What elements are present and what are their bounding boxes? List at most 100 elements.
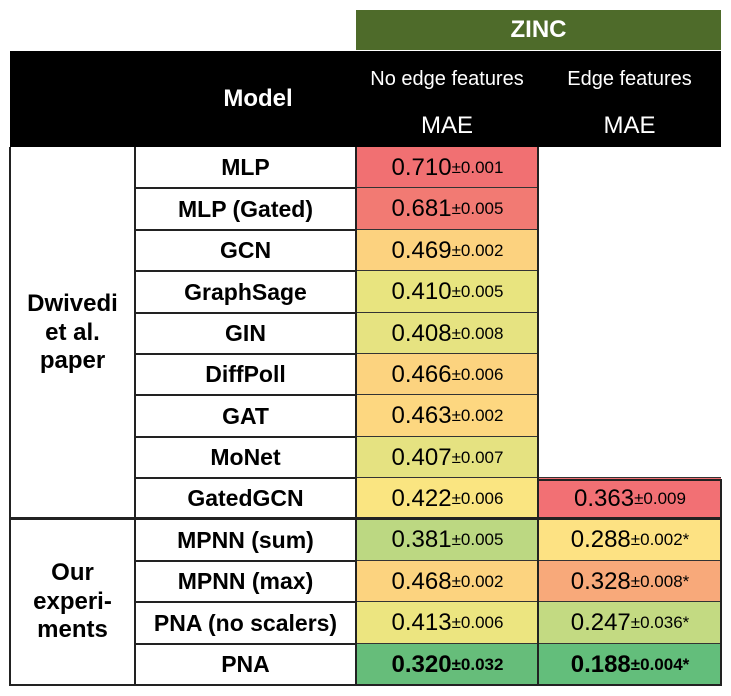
no-edge-features-header: No edge features	[370, 67, 524, 90]
dataset-header: ZINC	[356, 10, 721, 50]
no-edge-mae-cell: 0.410 ±0.005	[357, 271, 538, 313]
cell-divider	[357, 353, 538, 354]
group-label-dwivedi: Dwivedi et al. paper	[10, 147, 135, 519]
cell-divider	[357, 229, 538, 230]
mae-std: ±0.008*	[630, 571, 690, 591]
row-divider	[135, 270, 538, 272]
mae-std: ±0.005	[451, 282, 504, 301]
model-name: GCN	[219, 237, 272, 263]
cell-divider	[539, 643, 721, 644]
row-divider	[135, 643, 538, 645]
no-edge-mae-cell: 0.468 ±0.002	[357, 561, 538, 602]
mae-value: 0.320	[391, 650, 452, 678]
mae-std: ±0.002	[451, 406, 504, 425]
mae-value: 0.422	[391, 484, 452, 512]
model-name-cell: GatedGCN	[136, 478, 355, 519]
mae-value: 0.381	[391, 526, 452, 553]
mae-value: 0.469	[391, 236, 452, 264]
no-edge-mae-cell: 0.466 ±0.006	[357, 354, 538, 395]
row-divider	[135, 477, 538, 479]
mae-std: ±0.006	[451, 613, 504, 632]
model-name-cell: PNA	[136, 644, 355, 685]
model-name-cell: MLP	[136, 147, 355, 188]
edge-mae-cell	[539, 147, 721, 188]
model-name: MPNN (sum)	[177, 526, 314, 553]
model-name-cell: GCN	[136, 230, 355, 271]
mae-value: 0.363	[574, 484, 635, 512]
edge-column-top-border	[538, 479, 722, 481]
mae-value: 0.407	[391, 443, 452, 471]
edge-mae-cell: 0.288 ±0.002*	[539, 519, 721, 561]
no-edge-mae-cell: 0.422 ±0.006	[357, 478, 538, 519]
no-edge-mae-cell: 0.469 ±0.002	[357, 230, 538, 271]
cell-divider	[357, 477, 538, 478]
mae-std: ±0.036*	[630, 613, 690, 632]
no-edge-mae-cell: 0.463 ±0.002	[357, 395, 538, 437]
cell-divider	[357, 560, 538, 561]
model-name-cell: PNA (no scalers)	[136, 602, 355, 644]
value-divider	[537, 147, 539, 685]
mae-std: ±0.032	[451, 654, 504, 674]
mae-std: ±0.009	[634, 488, 686, 508]
mae-value: 0.328	[570, 567, 631, 595]
row-divider	[135, 312, 538, 314]
model-name: GraphSage	[184, 278, 307, 305]
mae-std: ±0.006	[451, 488, 504, 508]
mae-value: 0.408	[391, 319, 452, 347]
no-edge-mae-cell: 0.408 ±0.008	[357, 313, 538, 354]
mae-value: 0.247	[570, 609, 631, 636]
edge-mae-cell: 0.188 ±0.004*	[539, 644, 721, 685]
row-divider	[135, 394, 538, 396]
model-name-cell: GraphSage	[136, 271, 355, 313]
mae-value: 0.681	[391, 195, 452, 222]
no-edge-mae-cell: 0.710 ±0.001	[357, 147, 538, 188]
edge-mae-cell	[539, 230, 721, 271]
mae-std: ±0.002*	[630, 530, 690, 549]
model-name-cell: GAT	[136, 395, 355, 437]
model-name: GIN	[225, 320, 266, 346]
edge-mae-cell: 0.247 ±0.036*	[539, 602, 721, 644]
model-name-cell: GIN	[136, 313, 355, 354]
model-name: MPNN (max)	[177, 568, 314, 594]
model-name: MoNet	[210, 444, 281, 470]
mae-std: ±0.005	[451, 530, 504, 549]
cell-divider	[357, 601, 538, 602]
cell-divider	[539, 601, 721, 602]
model-name-cell: MPNN (max)	[136, 561, 355, 602]
model-name: DiffPoll	[205, 361, 286, 387]
mae-std: ±0.001	[451, 157, 504, 177]
model-name: GatedGCN	[187, 485, 304, 511]
model-name: MLP	[221, 154, 270, 180]
cell-divider	[357, 312, 538, 313]
mae-header-no-edge: MAE	[420, 112, 473, 139]
table-border-right	[720, 480, 722, 685]
table-border-left	[9, 147, 11, 685]
edge-mae-cell	[539, 313, 721, 354]
no-edge-mae-cell: 0.381 ±0.005	[357, 519, 538, 561]
mae-value: 0.463	[391, 402, 452, 429]
mae-std: ±0.005	[451, 199, 504, 218]
model-name-cell: MLP (Gated)	[136, 188, 355, 230]
mae-std: ±0.002	[451, 571, 504, 591]
row-divider	[135, 560, 538, 562]
cell-divider	[357, 394, 538, 395]
edge-mae-cell: 0.328 ±0.008*	[539, 561, 721, 602]
cell-divider	[539, 477, 721, 478]
model-name: PNA (no scalers)	[153, 609, 338, 636]
mae-value: 0.188	[570, 650, 631, 678]
group-label-our-experiments: Our experi- ments	[10, 519, 135, 685]
cell-divider	[539, 560, 721, 561]
group-divider	[134, 147, 136, 685]
model-name-cell: MoNet	[136, 437, 355, 478]
model-name-cell: MPNN (sum)	[136, 519, 355, 561]
table-border-bottom	[9, 684, 722, 686]
edge-mae-cell	[539, 188, 721, 230]
group-label-text: Our experi- ments	[33, 558, 112, 644]
model-name: PNA	[221, 651, 270, 677]
mae-value: 0.710	[391, 153, 452, 181]
edge-mae-cell	[539, 271, 721, 313]
row-divider	[135, 601, 538, 603]
mae-header-edge: MAE	[603, 112, 656, 139]
cell-divider	[357, 643, 538, 644]
